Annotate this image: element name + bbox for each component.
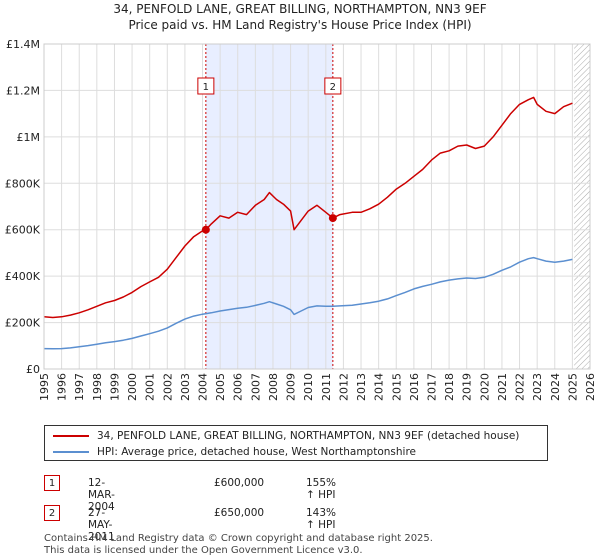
x-tick-label: 2006 <box>232 373 245 401</box>
x-tick-label: 2023 <box>531 373 544 401</box>
plot-frame <box>43 43 591 370</box>
x-tick-label: 2016 <box>408 373 421 401</box>
sale-label-box <box>324 77 342 95</box>
x-tick-label: 2010 <box>302 373 315 401</box>
x-tick-label: 2020 <box>478 373 491 401</box>
sale-hpi-change: 143% ↑ HPI <box>306 507 337 531</box>
x-tick-label: 2007 <box>249 373 262 401</box>
legend-item-hpi: HPI: Average price, detached house, West… <box>53 445 416 459</box>
series-line-property <box>43 96 573 319</box>
price-chart: 1 2 £0 £200K £400K £600K £800K £1M £1.2M £1.4M 19… <box>5 38 597 401</box>
x-tick-label: 2000 <box>126 373 139 401</box>
legend-label-property: 34, PENFOLD LANE, GREAT BILLING, NORTHAM… <box>97 430 520 442</box>
x-tick-label: 2002 <box>161 373 174 401</box>
y-tick-label: £1.4M <box>6 38 40 51</box>
y-tick-label: £0 <box>26 363 40 376</box>
sale-hpi-change: 155% ↑ HPI <box>306 477 337 501</box>
x-tick-label: 2019 <box>461 373 474 401</box>
legend-swatch-property <box>53 435 89 437</box>
sale-date: 27-MAY-2011 <box>88 507 115 543</box>
y-tick-label: £1.2M <box>6 84 40 97</box>
x-tick-label: 2017 <box>425 373 438 401</box>
x-tick-label: 2014 <box>373 373 386 401</box>
sale-price: £650,000 <box>214 507 265 519</box>
sale-label-number: 1 <box>203 82 209 93</box>
x-tick-label: 1996 <box>56 373 69 401</box>
sale-date: 12-MAR-2004 <box>88 477 115 513</box>
legend-swatch-hpi <box>53 451 89 453</box>
x-tick-label: 2003 <box>179 373 192 401</box>
x-tick-label: 1998 <box>91 373 104 401</box>
legend-label-hpi: HPI: Average price, detached house, West… <box>97 446 416 458</box>
x-tick-label: 1997 <box>73 373 86 401</box>
y-tick-label: £800K <box>5 177 41 190</box>
x-tick-label: 2018 <box>443 373 456 401</box>
x-tick-label: 2013 <box>355 373 368 401</box>
x-tick-label: 2012 <box>337 373 350 401</box>
x-tick-label: 2024 <box>549 373 562 401</box>
x-tick-label: 1995 <box>38 373 51 401</box>
chart-title-address: 34, PENFOLD LANE, GREAT BILLING, NORTHAM… <box>113 2 487 16</box>
x-tick-label: 2021 <box>496 373 509 401</box>
sale-price: £600,000 <box>214 477 265 489</box>
sale-marker-badge: 1 <box>44 475 60 491</box>
sale-point <box>201 225 210 234</box>
shaded-period <box>205 44 333 369</box>
x-tick-label: 2004 <box>197 373 210 401</box>
x-tick-label: 2026 <box>584 373 597 401</box>
sale-label-box <box>197 77 215 95</box>
x-tick-label: 1999 <box>108 373 121 401</box>
x-tick-label: 2025 <box>566 373 579 401</box>
x-tick-label: 2011 <box>320 373 333 401</box>
y-tick-label: £1M <box>17 131 41 144</box>
footer-copyright: Contains HM Land Registry data © Crown c… <box>44 533 433 544</box>
sale-marker-badge: 2 <box>44 505 60 521</box>
chart-subtitle: Price paid vs. HM Land Registry's House … <box>128 18 472 32</box>
hatched-region <box>574 44 590 369</box>
y-tick-label: £600K <box>5 224 41 237</box>
series-line-hpi <box>43 256 573 350</box>
chart-legend: 34, PENFOLD LANE, GREAT BILLING, NORTHAM… <box>44 425 548 461</box>
y-tick-label: £200K <box>5 317 41 330</box>
y-tick-label: £400K <box>5 270 41 283</box>
legend-item-property: 34, PENFOLD LANE, GREAT BILLING, NORTHAM… <box>53 429 519 443</box>
x-tick-label: 2008 <box>267 373 280 401</box>
sale-point <box>328 214 337 223</box>
x-tick-label: 2022 <box>514 373 527 401</box>
x-tick-label: 2009 <box>285 373 298 401</box>
x-tick-label: 2001 <box>144 373 157 401</box>
footer-licence: This data is licensed under the Open Gov… <box>44 545 363 556</box>
sale-label-number: 2 <box>330 82 336 93</box>
x-tick-label: 2015 <box>390 373 403 401</box>
x-tick-label: 2005 <box>214 373 227 401</box>
